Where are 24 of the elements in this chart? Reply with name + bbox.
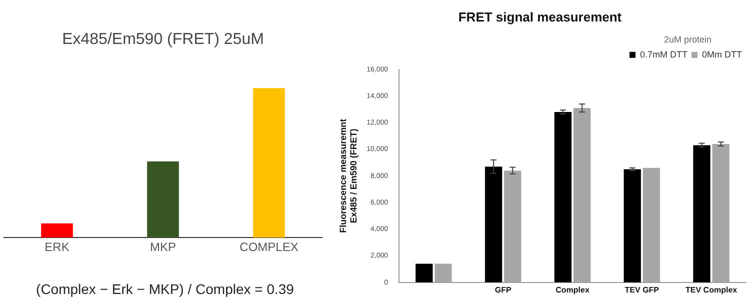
bar xyxy=(712,144,730,282)
bar xyxy=(484,166,502,282)
x-tick-label: Complex xyxy=(556,285,590,294)
bar xyxy=(573,108,591,282)
y-axis-title: Fluorescence measuremnt Ex485 / Em590 (FRET) xyxy=(338,118,359,233)
legend-label: 0.7mM DTT xyxy=(640,49,688,60)
chart-title: FRET signal measurement xyxy=(458,9,622,24)
bar xyxy=(693,145,710,282)
bar xyxy=(434,264,452,282)
bar xyxy=(624,169,641,282)
bar xyxy=(504,170,522,282)
x-tick-label: GFP xyxy=(494,285,512,294)
bar xyxy=(642,168,660,282)
x-tick-label: MKP xyxy=(150,240,176,254)
bar xyxy=(416,264,433,282)
x-tick-label: ERK xyxy=(44,240,70,254)
chart-subtitle: Ex485/Em590 (FRET) 25uM xyxy=(62,31,264,48)
x-tick-label: TEV Complex xyxy=(686,285,738,294)
x-tick-label: TEV GFP xyxy=(624,285,660,294)
legend-label: 0Mm DTT xyxy=(702,49,742,60)
legend-title: 2uM protein xyxy=(664,34,712,45)
text: (Complex − Erk − MKP) / Complex = 0.39 xyxy=(36,281,294,297)
bar xyxy=(554,112,572,282)
x-tick-label: COMPLEX xyxy=(240,240,298,254)
